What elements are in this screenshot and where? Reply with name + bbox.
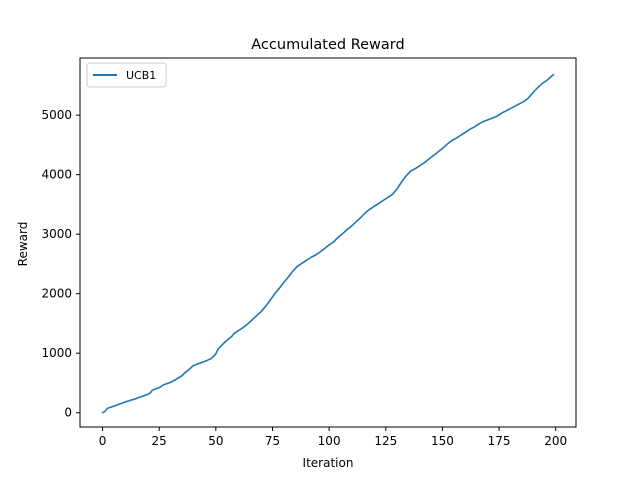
x-tick-label: 175 [488, 434, 511, 448]
chart-title: Accumulated Reward [251, 37, 404, 53]
x-tick-label: 150 [431, 434, 454, 448]
plot-area [101, 73, 555, 414]
y-tick-label: 2000 [41, 287, 72, 301]
x-tick-label: 50 [208, 434, 223, 448]
y-tick-label: 1000 [41, 346, 72, 360]
y-tick-label: 5000 [41, 108, 72, 122]
x-tick-label: 200 [544, 434, 567, 448]
x-tick-label: 100 [318, 434, 341, 448]
legend-label: UCB1 [126, 69, 156, 82]
y-axis-label: Reward [16, 222, 30, 267]
x-tick-label: 25 [152, 434, 167, 448]
x-tick-label: 0 [99, 434, 107, 448]
y-tick-label: 4000 [41, 168, 72, 182]
series-line-ucb1 [101, 73, 555, 414]
legend-frame [86, 62, 167, 88]
x-axis-ticks: 0 25 50 75 100 125 150 175 200 [99, 427, 567, 448]
x-tick-label: 125 [374, 434, 397, 448]
y-tick-label: 0 [64, 406, 72, 420]
legend: UCB1 [86, 62, 167, 88]
y-tick-label: 3000 [41, 227, 72, 241]
plot-frame [79, 57, 577, 428]
y-axis-ticks: 0 1000 2000 3000 4000 5000 [41, 108, 80, 420]
x-tick-label: 75 [265, 434, 280, 448]
x-axis-label: Iteration [303, 456, 354, 470]
